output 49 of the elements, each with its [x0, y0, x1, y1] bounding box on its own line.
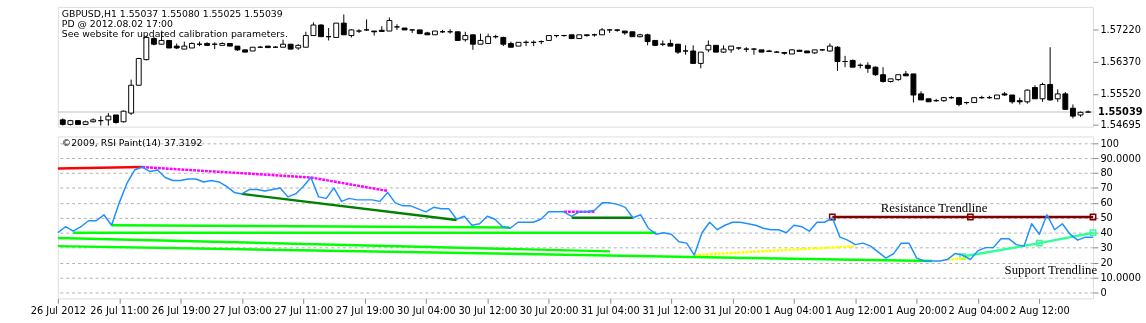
chart-title: GBPUSD,H1 1.55037 1.55080 1.55025 1.55039 — [61, 7, 283, 19]
ref-line-label: 1.55039 — [1097, 105, 1143, 117]
x-tick-label: 2 Aug 04:00 — [948, 304, 1009, 316]
x-tick-label: 1 Aug 04:00 — [764, 304, 825, 316]
x-tick-label: 31 Jul 12:00 — [642, 304, 702, 316]
candlestick — [363, 18, 370, 32]
annotation: Resistance Trendline — [880, 201, 988, 216]
y-tick-label: 20 — [1100, 256, 1113, 268]
candlestick — [371, 30, 378, 37]
x-tick-label: 30 Jul 20:00 — [519, 304, 579, 316]
candlestick — [690, 44, 697, 64]
annotation: Support Trendline — [1004, 262, 1098, 277]
x-tick-label: 26 Jul 19:00 — [151, 304, 211, 316]
y-tick-label: 50 — [1100, 212, 1113, 224]
x-tick-label: 27 Jul 03:00 — [213, 304, 272, 316]
x-tick-label: 26 Jul 2012 — [30, 304, 87, 316]
y-tick-label: 40 — [1100, 227, 1113, 239]
y-tick-label: 90.0000 — [1100, 152, 1141, 164]
y-tick-label: 10.0000 — [1100, 271, 1141, 283]
y-tick-label: 60 — [1100, 197, 1113, 209]
y-tick-label: 70 — [1100, 182, 1113, 194]
x-tick-label: 31 Jul 20:00 — [703, 304, 763, 316]
y-tick-label: 0 — [1100, 286, 1107, 298]
point — [1089, 213, 1097, 221]
x-tick-label: 26 Jul 11:00 — [90, 304, 150, 316]
x-tick-label: 27 Jul 11:00 — [274, 304, 334, 316]
point — [1035, 239, 1043, 247]
x-tick-label: 27 Jul 19:00 — [335, 304, 395, 316]
y-tick-label: 1.57220 — [1100, 24, 1141, 36]
point — [1089, 229, 1097, 237]
x-tick-label: 1 Aug 12:00 — [825, 304, 886, 316]
y-tick-label: 80 — [1100, 167, 1113, 179]
x-tick-label: 1 Aug 20:00 — [887, 304, 948, 316]
x-tick-label: 30 Jul 12:00 — [458, 304, 518, 316]
chart-title: ©2009, RSI Paint(14) 37.3192 — [61, 137, 203, 149]
point — [966, 213, 974, 221]
y-tick-label: 30 — [1100, 242, 1113, 254]
y-tick-label: 1.54695 — [1100, 119, 1141, 131]
y-tick-label: 1.56370 — [1100, 56, 1141, 68]
point — [828, 213, 836, 221]
y-tick-label: 100 — [1100, 137, 1120, 149]
candlestick — [280, 39, 286, 48]
x-tick-label: 2 Aug 12:00 — [1009, 304, 1070, 316]
x-tick-label: 31 Jul 04:00 — [581, 304, 640, 316]
x-tick-label: 30 Jul 04:00 — [397, 304, 456, 316]
annotation: See website for updated calibration parameters. — [61, 28, 288, 40]
annotation: PD @ 2012.08.02 17:00 — [61, 18, 174, 30]
candlestick — [750, 47, 757, 56]
y-tick-label: 1.55520 — [1100, 88, 1141, 100]
